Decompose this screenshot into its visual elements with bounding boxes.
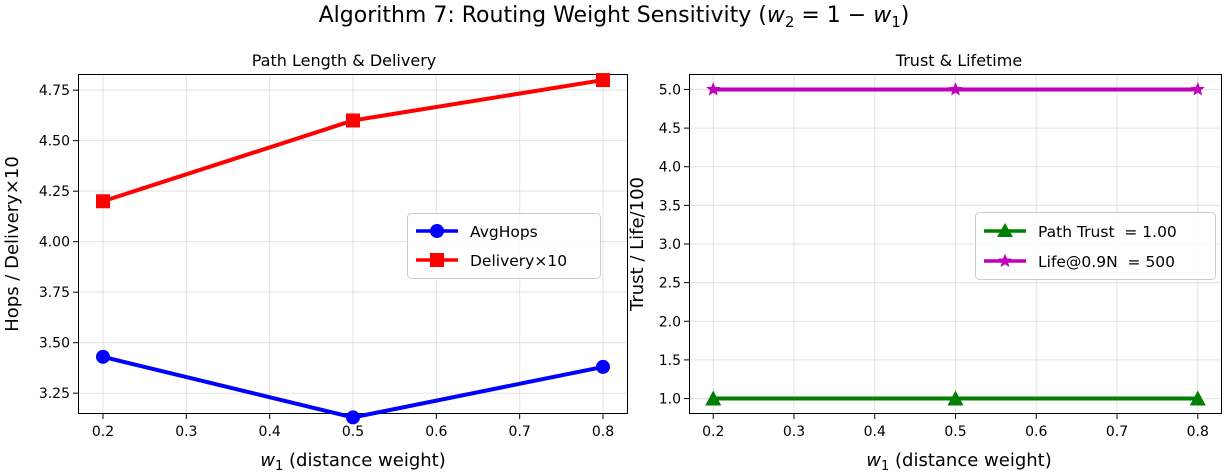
y-tick-label: 3.25 <box>39 386 70 402</box>
legend: Path Trust = 1.00 Life@0.9N = 500 <box>975 212 1216 280</box>
legend-label-life: Life@0.9N = 500 <box>1038 253 1175 271</box>
x-tick-label: 0.5 <box>944 424 966 440</box>
x-tick-label: 0.7 <box>1106 424 1128 440</box>
x-tick-label: 0.7 <box>509 424 531 440</box>
axis-ticks: 0.2 0.3 0.4 0.5 0.6 0.7 0.8 3.25 3.50 3.75 4.00 4.2… <box>39 83 614 440</box>
y-tick-label: 4.25 <box>39 184 70 200</box>
y-tick-label: 3.5 <box>659 198 681 214</box>
x-axis-label: w1 (distance weight) <box>260 450 445 472</box>
x-tick-label: 0.6 <box>1025 424 1047 440</box>
figure-title: Algorithm 7: Routing Weight Sensitivity … <box>319 3 910 31</box>
data-point <box>948 82 963 96</box>
data-point <box>947 390 964 406</box>
y-tick-label: 1.0 <box>659 392 681 408</box>
y-tick-label: 3.50 <box>39 336 70 352</box>
x-tick-label: 0.8 <box>1187 424 1209 440</box>
x-tick-label: 0.2 <box>702 424 724 440</box>
legend-marker-delivery <box>430 253 444 267</box>
data-point <box>1189 390 1206 406</box>
legend-marker-path-trust <box>997 223 1013 237</box>
x-tick-label: 0.8 <box>592 424 614 440</box>
legend-label-path-trust: Path Trust = 1.00 <box>1038 223 1177 241</box>
legend-marker-avghops <box>430 224 444 238</box>
x-axis-label: w1 (distance weight) <box>866 450 1051 472</box>
y-tick-label: 2.0 <box>659 314 681 330</box>
y-tick-label: 4.00 <box>39 235 70 251</box>
x-tick-label: 0.4 <box>864 424 886 440</box>
data-point <box>705 390 722 406</box>
x-tick-label: 0.2 <box>92 424 114 440</box>
panel-title: Trust & Lifetime <box>895 51 1022 70</box>
series-group <box>705 82 1206 406</box>
y-tick-label: 4.50 <box>39 134 70 150</box>
panel-title: Path Length & Delivery <box>252 51 436 70</box>
x-tick-label: 0.4 <box>259 424 281 440</box>
data-point <box>96 349 110 364</box>
x-tick-label: 0.3 <box>783 424 805 440</box>
y-tick-label: 4.5 <box>659 121 681 137</box>
x-tick-label: 0.3 <box>175 424 197 440</box>
legend: AvgHops Delivery×10 <box>407 213 601 279</box>
x-tick-label: 0.6 <box>425 424 447 440</box>
y-tick-label: 5.0 <box>659 82 681 98</box>
y-axis-label: Hops / Delivery×10 <box>2 156 23 332</box>
x-tick-label: 0.5 <box>342 424 364 440</box>
y-axis-label: Trust / Life/100 <box>627 177 648 312</box>
legend-label-delivery: Delivery×10 <box>470 252 567 270</box>
axis-ticks: 0.2 0.3 0.4 0.5 0.6 0.7 0.8 1.0 1.5 2.0 2.5 3.0 3.5 4… <box>659 82 1209 440</box>
series-group <box>96 73 610 425</box>
legend-label-avghops: AvgHops <box>470 223 538 241</box>
chart-trust-lifetime: 0.2 0.3 0.4 0.5 0.6 0.7 0.8 1.0 1.5 2.0 2.5 3.0 3.5 4… <box>627 51 1222 472</box>
data-point <box>96 194 110 209</box>
y-tick-label: 3.0 <box>659 237 681 253</box>
y-tick-label: 1.5 <box>659 353 681 369</box>
data-point <box>596 359 610 374</box>
y-tick-label: 4.0 <box>659 160 681 176</box>
plot-frame <box>689 74 1222 414</box>
data-point <box>1190 82 1205 96</box>
chart-path-length-delivery: 0.2 0.3 0.4 0.5 0.6 0.7 0.8 3.25 3.50 3.75 4.00 4.2… <box>2 51 628 472</box>
y-tick-label: 2.5 <box>659 276 681 292</box>
data-point <box>706 82 721 96</box>
data-point <box>346 113 360 128</box>
data-point <box>346 410 360 425</box>
data-point <box>596 73 610 88</box>
y-tick-label: 4.75 <box>39 83 70 99</box>
legend-marker-life <box>997 253 1013 268</box>
legend-box <box>975 212 1216 280</box>
y-tick-label: 3.75 <box>39 285 70 301</box>
